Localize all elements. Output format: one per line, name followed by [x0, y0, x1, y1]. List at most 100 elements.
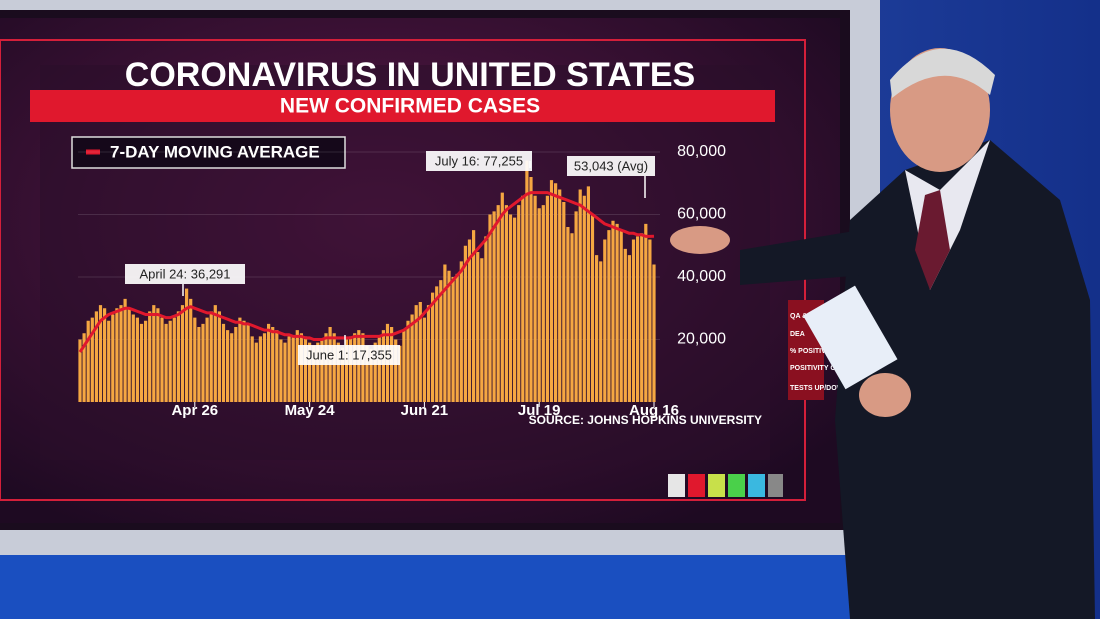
bar: [332, 333, 336, 402]
bar: [586, 186, 590, 402]
bar: [582, 195, 586, 402]
bar: [340, 347, 344, 402]
bar: [172, 317, 176, 402]
bar: [287, 336, 291, 402]
bar: [467, 239, 472, 402]
bar: [349, 336, 353, 402]
bar: [406, 320, 410, 402]
bar: [504, 205, 508, 402]
bar: [631, 239, 636, 402]
bar: [480, 258, 484, 402]
bar: [205, 317, 209, 402]
bar: [299, 333, 303, 402]
bar: [513, 217, 517, 402]
presenter-papers: [803, 285, 898, 390]
bar: [86, 320, 90, 402]
bar: [615, 223, 619, 402]
presenter-hand: [670, 226, 730, 254]
side-menu-item: % POSITIVE: [790, 348, 831, 355]
desk-edge: [0, 555, 880, 619]
bar: [180, 305, 185, 402]
plot: 20,000 40,000 60,000 80,000 Apr 26 May 24 Jun …: [78, 143, 726, 419]
bar: [78, 339, 82, 402]
chart-subtitle: NEW CONFIRMED CASES: [280, 95, 540, 118]
bar: [176, 311, 180, 402]
bar: [500, 192, 504, 402]
y-tick-label: 60,000: [677, 206, 726, 223]
bar: [148, 311, 152, 402]
annotation-box: [426, 151, 532, 171]
bar: [107, 320, 111, 402]
bar: [291, 336, 295, 402]
bar: [242, 320, 246, 402]
y-tick-label: 40,000: [677, 268, 726, 285]
bar: [394, 339, 398, 402]
bar: [308, 342, 312, 402]
bar: [595, 255, 599, 402]
annotation-box: [567, 156, 655, 176]
bar: [451, 277, 455, 402]
source-note: SOURCE: JOHNS HOPKINS UNIVERSITY: [529, 413, 762, 427]
bar: [119, 305, 123, 402]
bar: [570, 233, 574, 402]
bar: [246, 323, 250, 402]
bar: [324, 333, 328, 402]
bar: [644, 223, 648, 402]
bar: [439, 280, 443, 402]
bar: [377, 336, 381, 402]
presenter-suit: [835, 140, 1095, 619]
presenter: [670, 48, 1095, 619]
swatch: [728, 474, 745, 497]
bar: [234, 327, 238, 402]
swatch: [768, 474, 783, 497]
bar: [275, 330, 279, 402]
bar: [283, 342, 287, 402]
bar: [156, 308, 160, 402]
chart-title: CORONAVIRUS IN UNITED STATES: [125, 56, 695, 94]
bar: [213, 305, 217, 402]
bar: [574, 211, 578, 402]
bar: [160, 317, 164, 402]
bar: [619, 230, 623, 402]
bar: [111, 314, 115, 402]
bar: [443, 264, 447, 402]
subtitle-band: [30, 90, 775, 122]
bar: [262, 333, 267, 402]
bar: [472, 230, 476, 402]
x-tick-label: Apr 26: [171, 402, 218, 419]
bar: [418, 302, 422, 402]
bar: [554, 183, 558, 402]
bar: [336, 342, 340, 402]
bar: [221, 323, 226, 402]
bar: [98, 305, 103, 402]
bar: [312, 345, 316, 402]
annotation-box: [125, 264, 245, 284]
bar: [115, 308, 119, 402]
bar: [90, 317, 94, 402]
bar: [357, 330, 361, 402]
bar: [320, 339, 324, 402]
bar: [435, 286, 439, 402]
bar: [398, 345, 402, 402]
presenter-arm: [740, 230, 865, 285]
bar: [652, 264, 656, 402]
legend-box: [71, 136, 346, 169]
bar: [295, 330, 299, 402]
bar: [209, 311, 213, 402]
bar: [648, 239, 652, 402]
bar: [193, 317, 197, 402]
bar: [578, 189, 582, 402]
bar: [414, 305, 418, 402]
bar: [131, 314, 135, 402]
bar: [431, 292, 435, 402]
annotation-box: [298, 345, 400, 365]
color-swatches: [668, 474, 783, 497]
annotation: July 16: 77,255: [435, 153, 523, 168]
x-tick-label: May 24: [285, 402, 336, 419]
swatch: [688, 474, 705, 497]
bar: [127, 308, 131, 402]
bar: [164, 323, 168, 402]
presenter-tie: [915, 190, 950, 290]
bar: [238, 317, 242, 402]
